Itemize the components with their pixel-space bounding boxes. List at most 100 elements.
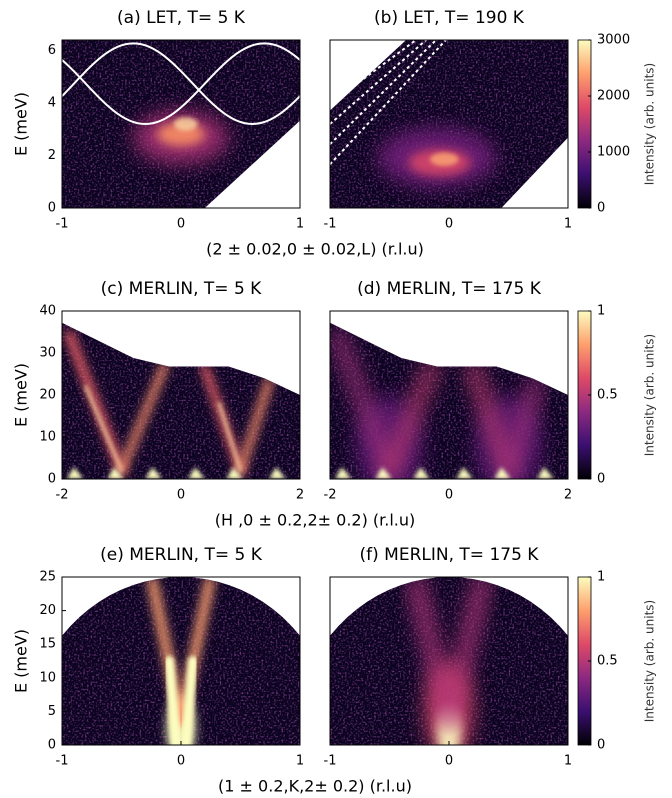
y-tick-label: 5 [48,704,56,719]
model-curve [62,42,300,126]
x-tick-label: 1 [564,754,572,769]
bragg-spot [107,467,124,479]
intensity-branch [217,401,242,473]
colorbar-tick-label: 2000 [597,89,630,104]
panel-title: (c) MERLIN, T= 5 K [101,279,262,299]
x-tick-label: 0 [177,488,185,503]
bragg-spot [494,467,511,479]
colorbar: 0 1000 2000 3000 Intensity (arb. units) [577,33,657,216]
x-tick-label: -1 [324,754,337,769]
y-tick-label: 0 [48,738,56,753]
y-axis-label: E (meV) [12,629,31,693]
x-tick-label: 2 [296,488,304,503]
colorbar-label: Intensity (arb. units) [643,63,657,185]
y-axis-label: E (meV) [12,92,31,156]
intensity-branch [84,385,123,473]
x-tick-label: -2 [324,488,337,503]
intensity-branch [117,362,169,475]
intensity-branch [466,362,515,477]
x-tick-label: -1 [324,217,337,232]
scan-edge [330,40,441,145]
x-tick-label: -2 [56,488,69,503]
colorbar-tick-label: 3000 [597,33,630,48]
panel-title: (e) MERLIN, T= 5 K [100,545,263,565]
bragg-spot [334,467,352,479]
y-tick-label: 30 [39,346,56,361]
bragg-spot [537,467,554,479]
colorbar-tick-label: 0 [597,201,605,216]
bragg-spot [145,467,162,479]
panel-title: (b) LET, T= 190 K [374,8,525,28]
intensity-branch [236,377,274,475]
colorbar-tick-label: 1 [597,570,605,585]
bragg-spot [375,467,392,479]
x-tick-label: -1 [56,217,69,232]
colorbar-tick-label: 1000 [597,145,630,160]
bragg-spot [456,467,473,479]
colorbar-tick-label: 0 [597,472,605,487]
colorbar-tick-label: 1 [597,304,605,319]
colorbar-tick-label: 0 [597,738,605,753]
x-tick-label: 0 [177,754,185,769]
colorbar-label: Intensity (arb. units) [643,334,657,456]
panel: -2 0 2 (d) MERLIN, T= 175 K [324,279,573,503]
colorbar-tick-label: 0.5 [597,388,618,403]
colorbar: 0 0.5 1 Intensity (arb. units) [577,570,657,753]
panel-title: (d) MERLIN, T= 175 K [357,279,542,299]
panel: -1 0 1 (f) MERLIN, T= 175 K [324,545,573,769]
intensity-branch [164,656,182,745]
x-tick-label: 1 [564,217,572,232]
intensity-blob [173,117,198,131]
x-tick-label: 0 [177,217,185,232]
heatmap [330,322,568,479]
bragg-spot [269,467,286,479]
x-tick-label: 2 [564,488,572,503]
intensity-branch [408,577,456,727]
y-tick-label: 0 [48,201,56,216]
colorbar-tick-label: 0.5 [597,654,618,669]
y-tick-label: 6 [48,43,56,58]
colorbar: 0 0.5 1 Intensity (arb. units) [577,304,657,487]
heatmap [330,40,568,208]
x-axis-label: (1 ± 0.2,K,2± 0.2) (r.l.u) [218,777,412,796]
colorbar-gradient [577,39,592,209]
scan-edge [330,40,450,166]
y-tick-label: 4 [48,96,56,111]
x-tick-label: 1 [296,217,304,232]
heatmap [62,322,300,479]
y-axis-label: E (meV) [12,363,31,427]
y-tick-label: 10 [39,430,56,445]
intensity-branch [331,328,396,477]
y-tick-label: 15 [39,637,56,652]
intensity-branch [442,577,490,727]
x-tick-label: 1 [296,754,304,769]
intensity-branch [180,656,198,745]
intensity-blob [429,152,459,166]
intensity-branch [383,360,439,477]
heatmap [330,577,568,745]
heatmap [62,577,300,745]
bragg-spot [413,467,430,479]
x-axis-label: (2 ± 0.02,0 ± 0.02,L) (r.l.u) [206,240,424,259]
intensity-branch [502,375,544,477]
bragg-spot [226,467,243,479]
x-axis-label: (H ,0 ± 0.2,2± 0.2) (r.l.u) [215,511,416,530]
panel-title: (f) MERLIN, T= 175 K [360,545,540,565]
bragg-spot [188,467,205,479]
y-tick-label: 20 [39,388,56,403]
panel-title: (a) LET, T= 5 K [117,8,246,28]
y-tick-label: 2 [48,148,56,163]
x-tick-label: 0 [445,488,453,503]
y-tick-label: 25 [39,570,56,585]
x-tick-label: 0 [445,217,453,232]
colorbar-label: Intensity (arb. units) [643,600,657,722]
y-tick-label: 40 [39,304,56,319]
panel: -1 0 1 (b) LET, T= 190 K [324,8,573,232]
model-curve [62,42,300,126]
heatmap [62,40,300,208]
scan-edge [330,40,431,125]
y-tick-label: 20 [39,603,56,618]
